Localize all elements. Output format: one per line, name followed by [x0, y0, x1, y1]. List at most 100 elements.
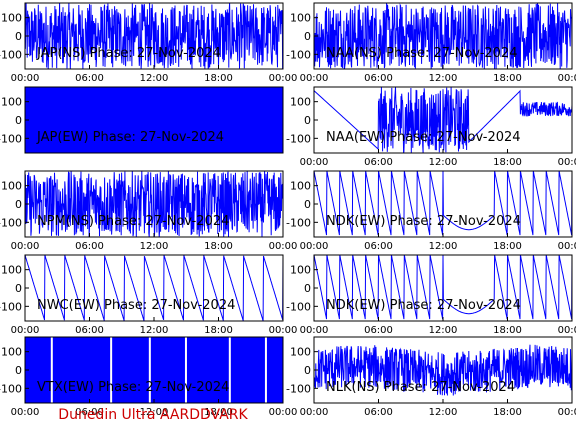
trace-fill [25, 87, 283, 153]
y-tick-label: -100 [286, 216, 311, 229]
chart-panel: 100 0 -100 JAP(EW) Phase: 27-Nov-2024 [0, 86, 284, 154]
x-tick-label: 06:00 [364, 407, 393, 418]
x-tick-label: 12:00 [429, 407, 458, 418]
chart-panel: 100 0 -100 00:00 06:00 12:00 18:00 00:00 JAP(NS)… [0, 2, 298, 84]
trace-gap [264, 337, 267, 403]
station-phase-label: JAP(NS) Phase: 27-Nov-2024 [36, 46, 221, 61]
x-tick-label: 12:00 [429, 241, 458, 252]
x-tick-label: 18:00 [493, 325, 522, 336]
x-tick-label: 06:00 [75, 241, 104, 252]
y-tick-label: 100 [290, 96, 311, 109]
x-tick-label: 18:00 [204, 241, 233, 252]
x-tick-label: 12:00 [140, 325, 169, 336]
trace-line [313, 87, 573, 153]
x-tick-label: 06:00 [75, 73, 104, 84]
trace-line [24, 254, 284, 322]
chart-panel: 100 0 -100 00:00 06:00 12:00 18:00 00:00 NAA(EW)… [286, 86, 576, 168]
y-tick-label: -100 [0, 382, 22, 395]
x-tick-label: 12:00 [429, 157, 458, 168]
y-tick-label: -100 [0, 48, 22, 61]
y-tick-label: -100 [286, 382, 311, 395]
station-phase-label: NDK(EW) Phase: 27-Nov-2024 [326, 298, 521, 313]
x-tick-label: 00:00 [300, 325, 329, 336]
station-phase-label: VTX(EW) Phase: 27-Nov-2024 [37, 380, 229, 395]
station-phase-label: NWC(EW) Phase: 27-Nov-2024 [37, 298, 235, 313]
y-tick-label: 100 [290, 180, 311, 193]
x-tick-label: 18:00 [493, 73, 522, 84]
station-phase-label: NAA(NS) Phase: 27-Nov-2024 [326, 46, 517, 61]
x-tick-label: 00:00 [11, 73, 40, 84]
y-tick-label: 100 [1, 264, 22, 277]
x-tick-label: 06:00 [364, 325, 393, 336]
chart-panel: 100 0 -100 00:00 06:00 12:00 18:00 00:00 NDK(EW)… [286, 254, 576, 336]
x-tick-label: 06:00 [75, 407, 104, 418]
chart-panel: 100 0 -100 00:00 06:00 12:00 18:00 00:00 NLK(NS)… [286, 336, 576, 418]
x-tick-label: 00:00 [300, 157, 329, 168]
x-tick-label: 00:00 [558, 73, 576, 84]
trace-gap [50, 337, 53, 403]
x-tick-label: 06:00 [75, 325, 104, 336]
footer-credit: Dunedin Ultra AARDDVARK [58, 407, 248, 423]
x-tick-label: 18:00 [204, 325, 233, 336]
y-tick-label: -100 [0, 216, 22, 229]
x-tick-label: 00:00 [558, 241, 576, 252]
x-tick-label: 00:00 [11, 325, 40, 336]
x-tick-label: 12:00 [140, 241, 169, 252]
x-tick-label: 00:00 [300, 73, 329, 84]
x-tick-label: 18:00 [493, 241, 522, 252]
station-phase-label: NDK(EW) Phase: 27-Nov-2024 [326, 214, 521, 229]
x-tick-label: 00:00 [269, 407, 298, 418]
x-tick-label: 12:00 [140, 73, 169, 84]
trace-line [24, 170, 284, 238]
y-tick-label: 100 [290, 264, 311, 277]
chart-panel: 100 0 -100 00:00 06:00 12:00 18:00 00:00 NAA(NS)… [286, 2, 576, 84]
x-tick-label: 00:00 [11, 241, 40, 252]
y-tick-label: -100 [0, 132, 22, 145]
y-tick-label: -100 [0, 300, 22, 313]
y-tick-label: 100 [290, 12, 311, 25]
x-tick-label: 00:00 [558, 407, 576, 418]
chart-panel: 100 0 -100 00:00 06:00 12:00 18:00 00:00 NDK(EW)… [286, 170, 576, 252]
y-tick-label: 100 [1, 12, 22, 25]
x-tick-label: 12:00 [140, 407, 169, 418]
trace-line [313, 344, 573, 396]
y-tick-label: 100 [1, 180, 22, 193]
y-tick-label: -100 [286, 300, 311, 313]
chart-panel: 100 0 -100 00:00 06:00 12:00 18:00 00:00 NPM(NS)… [0, 170, 297, 252]
x-tick-label: 00:00 [558, 325, 576, 336]
station-phase-label: NAA(EW) Phase: 27-Nov-2024 [326, 130, 521, 145]
y-tick-label: 0 [15, 30, 22, 43]
station-phase-label: NPM(NS) Phase: 27-Nov-2024 [37, 214, 229, 229]
y-tick-label: 0 [304, 198, 311, 211]
y-tick-label: 0 [304, 282, 311, 295]
trace-line [313, 2, 573, 70]
y-tick-label: 0 [304, 114, 311, 127]
y-tick-label: 100 [290, 346, 311, 359]
trace-line [24, 3, 284, 70]
x-tick-label: 00:00 [269, 73, 298, 84]
x-tick-label: 00:00 [11, 407, 40, 418]
y-tick-label: 0 [15, 114, 22, 127]
y-tick-label: -100 [286, 132, 311, 145]
trace-fill [25, 337, 283, 403]
x-tick-label: 06:00 [364, 241, 393, 252]
y-tick-label: 0 [304, 30, 311, 43]
x-tick-label: 00:00 [300, 407, 329, 418]
x-tick-label: 12:00 [429, 73, 458, 84]
station-phase-label: NLK(NS) Phase: 27-Nov-2024 [326, 380, 515, 395]
y-tick-label: 0 [15, 282, 22, 295]
x-tick-label: 18:00 [204, 407, 233, 418]
chart-panel: 100 0 -100 00:00 06:00 12:00 18:00 00:00 NWC(EW)… [0, 254, 297, 336]
chart-panel: 100 0 -100 00:00 06:00 12:00 18:00 00:00 VTX(EW)… [0, 336, 298, 418]
trace-gap [228, 337, 231, 403]
x-tick-label: 00:00 [558, 157, 576, 168]
panels-group: 100 0 -100 00:00 06:00 12:00 18:00 00:00 JAP(NS)… [0, 2, 576, 418]
y-tick-label: 100 [1, 346, 22, 359]
x-tick-label: 06:00 [364, 157, 393, 168]
x-tick-label: 00:00 [300, 241, 329, 252]
trace-gap [184, 337, 187, 403]
y-tick-label: 0 [15, 198, 22, 211]
y-tick-label: 100 [1, 96, 22, 109]
x-tick-label: 06:00 [364, 73, 393, 84]
